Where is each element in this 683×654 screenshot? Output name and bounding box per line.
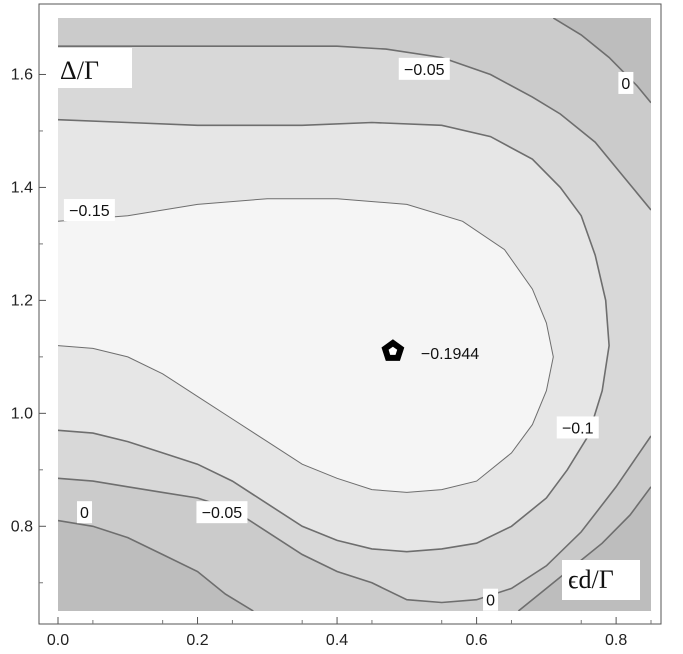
axis-ticks: 0.0 0.2 0.4 0.6 0.8 0.8 1.0 1.2 1.4 1.6 [11, 66, 652, 649]
contour-annotation-bg [483, 588, 499, 611]
contour-lines [58, 18, 651, 611]
x-tick-label: 0.8 [605, 632, 627, 649]
contour-annotation: −0.15 [63, 199, 115, 222]
contour-annotation: −0.05 [196, 501, 248, 524]
contour-annotation-bg [196, 501, 248, 524]
contour-annotation-text: −0.05 [404, 62, 445, 79]
y-tick-label: 1.2 [11, 292, 33, 309]
y-axis-label: Δ/Γ [60, 56, 99, 85]
contour-line-minus-0-05-0 [58, 435, 651, 604]
region-bottom-minus-0-05 [58, 435, 651, 611]
contour-annotations: −0.05 0 −0.15 −0.1 0 −0.05 0 [63, 57, 634, 611]
x-tick-label: 0.0 [47, 632, 69, 649]
minimum-marker-group: −0.1944 [381, 339, 479, 363]
y-tick-label: 1.4 [11, 179, 33, 196]
y-tick-label: 1.6 [11, 66, 33, 83]
contour-annotation-text: −0.1 [562, 420, 594, 437]
x-tick-label: 0.6 [465, 632, 487, 649]
contour-annotation-bg [556, 416, 599, 439]
x-axis-label-bg [562, 560, 640, 600]
contour-line-minus-0-15-0 [58, 198, 554, 493]
contour-annotation-bg [398, 57, 450, 80]
contour-annotation-bg [63, 199, 115, 222]
contour-annotation-text: 0 [486, 593, 495, 610]
contour-annotation-text: 0 [621, 76, 630, 93]
x-tick-label: 0.4 [326, 632, 348, 649]
contour-annotation: −0.05 [398, 57, 450, 80]
y-tick-label: 1.0 [11, 405, 33, 422]
minimum-marker-center [388, 346, 398, 355]
contour-annotation-text: −0.15 [69, 203, 110, 220]
contour-line-0-0 [58, 519, 254, 611]
contour-line-0-2 [552, 18, 651, 104]
plot-frame [38, 3, 662, 625]
contour-annotation-bg [618, 71, 634, 94]
region-top-right-0 [553, 18, 651, 103]
contour-line-0-1 [517, 486, 651, 611]
contour-annotation-text: 0 [80, 505, 89, 522]
x-axis-label: ϵd/Γ [568, 565, 614, 594]
contour-annotation: 0 [618, 71, 634, 94]
region-bottom-left-0 [58, 520, 254, 611]
region-top-minus-0-05 [58, 18, 651, 210]
contour-annotation: 0 [483, 588, 499, 611]
x-tick-label: 0.2 [186, 632, 208, 649]
contour-annotation: 0 [77, 501, 93, 524]
region-outside-minus-0-15 [58, 18, 651, 611]
contour-line-minus-0-1-0 [58, 118, 610, 553]
contour-annotation: −0.1 [556, 416, 599, 439]
contour-line-minus-0-05-1 [58, 45, 651, 211]
y-axis-label-bg [56, 48, 132, 88]
minimum-value-label: −0.1944 [421, 346, 479, 363]
contour-annotation-bg [77, 501, 93, 524]
y-tick-label: 0.8 [11, 518, 33, 535]
contour-annotation-text: −0.05 [202, 505, 243, 522]
